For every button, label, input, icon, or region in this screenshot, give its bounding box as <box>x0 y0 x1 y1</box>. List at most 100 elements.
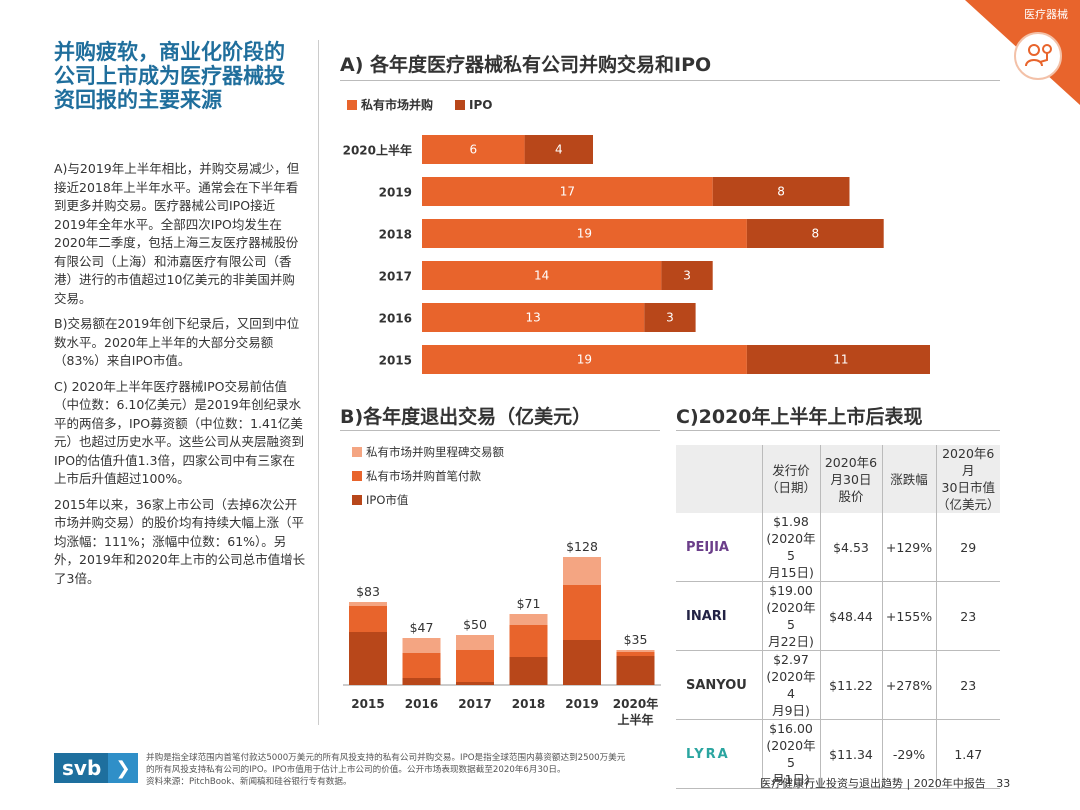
bar-segment <box>349 602 387 606</box>
bar-segment <box>422 261 662 290</box>
bar-segment <box>456 635 494 650</box>
table-row: LYRA $16.00 (2020年5 月1日) $11.34 -29% 1.4… <box>676 719 1000 789</box>
issue-cell: $16.00 (2020年5 月1日) <box>762 719 821 789</box>
data-label: 11 <box>833 353 848 367</box>
legend-label: IPO <box>469 97 493 112</box>
bar-segment <box>563 585 601 640</box>
bar-segment <box>746 345 930 374</box>
paragraph-c: C) 2020年上半年医疗器械IPO交易前估值（中位数：6.10亿美元）是201… <box>54 378 305 487</box>
report-name: 医疗健康行业投资与退出趋势 | 2020年中报告 <box>760 777 986 790</box>
legend-swatch <box>455 99 466 110</box>
bar-segment <box>616 656 655 685</box>
footnote: 并购是指全球范围内首笔付款达5000万美元的所有风投支持的私有公司并购交易。IP… <box>146 753 626 787</box>
bar-segment <box>524 135 593 164</box>
issue-cell: $19.00 (2020年5 月22日) <box>762 581 821 651</box>
bar-segment <box>422 177 713 206</box>
legend-item-ipo: IPO <box>455 96 492 113</box>
bar-segment <box>509 657 548 685</box>
category-label: 2018 <box>379 228 412 242</box>
legend-label: IPO市值 <box>366 493 409 507</box>
ipo-performance-table: 发行价 （日期） 2020年6 月30日 股价 涨跌幅 2020年6月 30日市… <box>676 445 1000 789</box>
data-label: 8 <box>777 185 785 199</box>
table-header-row: 发行价 （日期） 2020年6 月30日 股价 涨跌幅 2020年6月 30日市… <box>676 445 1000 513</box>
price-cell: $11.34 <box>820 719 883 789</box>
category-label: 2018 <box>512 697 545 711</box>
page-title: 并购疲软，商业化阶段的公司上市成为医疗器械投资回报的主要来源 <box>54 40 285 112</box>
data-label: 14 <box>534 269 549 283</box>
change-cell: -29% <box>882 719 937 789</box>
chevron-right-icon: ❯ <box>108 753 138 783</box>
category-label: 2016 <box>405 697 438 711</box>
bar-segment <box>746 219 884 248</box>
category-label: 2020年 <box>613 696 658 711</box>
section-a-rule <box>340 80 1000 81</box>
data-label: 4 <box>555 143 563 157</box>
column-divider <box>318 40 319 725</box>
data-label: 19 <box>577 227 592 241</box>
paragraph-b: B)交易额在2019年创下纪录后，又回到中位数水平。2020年上半年的大部分交易… <box>54 316 300 368</box>
bar-segment <box>644 303 696 332</box>
legend-label: 私有市场并购首笔付款 <box>366 469 481 483</box>
category-label: 2020上半年 <box>343 143 412 158</box>
category-label: 2019 <box>379 186 412 200</box>
cap-cell: 23 <box>936 581 1000 651</box>
chart-a: 2020上半年 6 4 2019 17 8 2018 19 8 2017 14 3 2016 13 3 201… <box>343 135 930 374</box>
page-number: 33 <box>996 777 1011 790</box>
section-b-title: B)各年度退出交易（亿美元） <box>340 406 592 428</box>
bar-segment <box>509 625 548 657</box>
category-label: 2016 <box>379 312 412 326</box>
bar-segment <box>616 650 655 652</box>
legend-item-ma: 私有市场并购 <box>347 96 433 113</box>
section-b-rule <box>340 430 660 431</box>
bar-segment <box>616 652 655 656</box>
price-cell: $48.44 <box>820 581 883 651</box>
category-label: 医疗器械 <box>1024 8 1068 21</box>
bar-segment <box>712 177 850 206</box>
chart-b: $83 2015 $47 2016 $50 2017 $71 2018 $128 2019 $35 2… <box>343 539 661 727</box>
bar-segment <box>563 557 601 585</box>
paragraph-a: A)与2019年上半年相比，并购交易减少，但接近2018年上半年水平。通常会在下… <box>54 161 300 306</box>
legend-label: 私有市场并购 <box>361 98 434 112</box>
cap-cell: 29 <box>936 513 1000 582</box>
header-cell: 2020年6月 30日市值 （亿美元） <box>936 445 1000 513</box>
legend-swatch <box>352 495 362 505</box>
legend-item-ipo-cap: IPO市值 <box>352 488 504 512</box>
header-cell: 发行价 （日期） <box>762 445 821 513</box>
category-label: 2015 <box>351 697 384 711</box>
paragraph-summary: 2015年以来，36家上市公司（去掉6次公开市场并购交易）的股价均有持续大幅上涨… <box>54 496 306 586</box>
lyra-logo-icon: LYRA <box>676 719 763 789</box>
section-a-title: A) 各年度医疗器械私有公司并购交易和IPO <box>340 54 712 76</box>
bar-segment <box>402 638 441 653</box>
category-label: 2017 <box>458 697 491 711</box>
data-label: 3 <box>683 269 691 283</box>
corner-tag: 医疗器械 <box>965 0 1080 105</box>
total-label: $128 <box>566 539 598 554</box>
body-text: A)与2019年上半年相比，并购交易减少，但接近2018年上半年水平。通常会在下… <box>54 160 306 595</box>
bar-segment <box>422 345 747 374</box>
bar-segment <box>509 614 548 625</box>
bar-segment <box>422 303 645 332</box>
price-cell: $11.22 <box>820 650 883 720</box>
data-label: 19 <box>577 353 592 367</box>
legend-item-milestone: 私有市场并购里程碑交易额 <box>352 440 504 464</box>
bar-segment <box>563 640 601 685</box>
legend-swatch <box>352 447 362 457</box>
cap-cell: 1.47 <box>936 719 1000 789</box>
header-cell: 涨跌幅 <box>882 445 937 513</box>
legend-label: 私有市场并购里程碑交易额 <box>366 445 504 459</box>
bar-segment <box>349 606 387 632</box>
data-label: 17 <box>560 185 575 199</box>
legend-item-first-payment: 私有市场并购首笔付款 <box>352 464 504 488</box>
category-label: 2015 <box>379 354 412 368</box>
brand-text: svb <box>62 756 102 780</box>
category-label: 2019 <box>565 697 598 711</box>
bar-segment <box>456 650 494 682</box>
bar-segment <box>661 261 713 290</box>
data-label: 13 <box>526 311 541 325</box>
change-cell: +278% <box>882 650 937 720</box>
total-label: $50 <box>463 617 487 632</box>
bar-segment <box>349 632 387 685</box>
issue-cell: $1.98 (2020年5 月15日) <box>762 513 821 582</box>
data-label: 8 <box>811 227 819 241</box>
legend-swatch <box>347 99 357 110</box>
